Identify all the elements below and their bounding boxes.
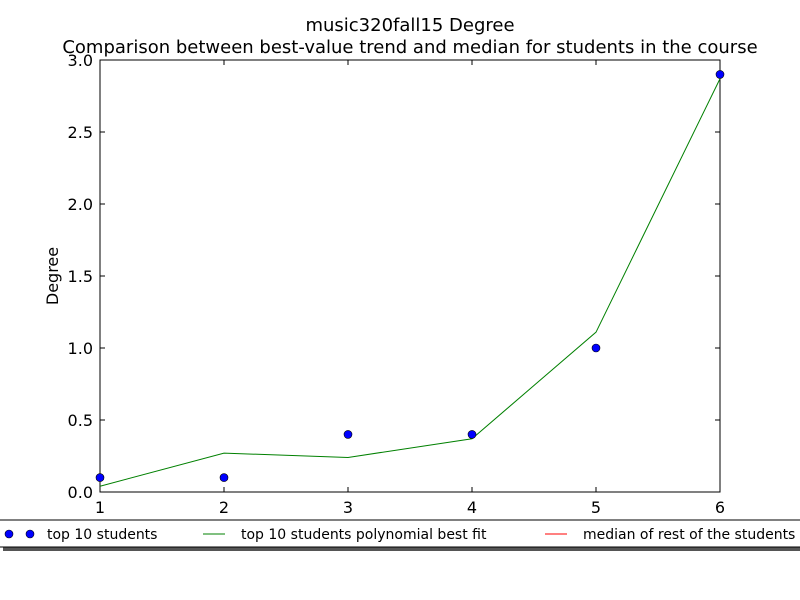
y-axis-label: Degree — [43, 247, 62, 305]
data-point — [591, 343, 601, 353]
ticks-layer: 1 2 3 4 5 6 0.0 0.5 1.0 1.5 2.0 2.5 3.0 — [68, 51, 726, 517]
legend-box — [0, 519, 800, 548]
legend: top 10 students top 10 students polynomi… — [0, 519, 800, 551]
y-tick-label: 3.0 — [68, 51, 93, 70]
legend-label-top10: top 10 students — [47, 527, 157, 543]
y-tick-label: 1.5 — [68, 267, 93, 286]
x-tick-label: 4 — [467, 498, 477, 517]
data-point — [95, 473, 105, 482]
y-tick-label: 1.0 — [68, 339, 93, 358]
y-tick-label: 2.5 — [68, 123, 93, 142]
y-tick-label: 0.0 — [68, 483, 93, 502]
x-tick-label: 3 — [343, 498, 353, 517]
chart-subtitle: Comparison between best-value trend and … — [62, 37, 757, 58]
legend-marker-points — [25, 529, 35, 539]
legend-label-median: median of rest of the students — [583, 527, 795, 543]
x-tick-label: 5 — [591, 498, 601, 517]
x-tick-label: 2 — [219, 498, 229, 517]
legend-marker-points — [4, 529, 14, 539]
y-tick-label: 0.5 — [68, 411, 93, 430]
series-line — [99, 78, 721, 487]
x-tick-label: 1 — [95, 498, 105, 517]
plot-area — [99, 59, 721, 493]
chart-title: music320fall15 Degree — [305, 15, 514, 36]
data-point — [219, 473, 229, 482]
legend-label-fit: top 10 students polynomial best fit — [241, 527, 487, 543]
data-point — [467, 430, 477, 439]
series-layer — [95, 70, 725, 487]
data-point — [715, 70, 725, 79]
x-tick-label: 6 — [715, 498, 725, 517]
data-point — [343, 430, 353, 439]
y-tick-label: 2.0 — [68, 195, 93, 214]
